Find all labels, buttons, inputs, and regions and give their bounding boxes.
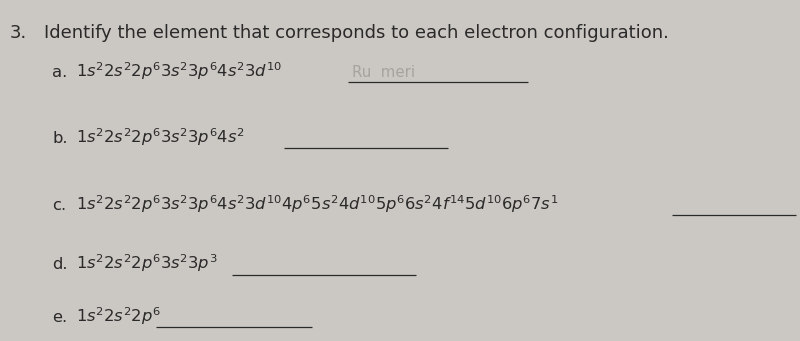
Text: $1s^{2}2s^{2}2p^{6}3s^{2}3p^{6}4s^{2}3d^{10}$: $1s^{2}2s^{2}2p^{6}3s^{2}3p^{6}4s^{2}3d^…	[76, 60, 282, 82]
Text: Ru  meri: Ru meri	[352, 65, 415, 80]
Text: b.: b.	[52, 131, 67, 146]
Text: a.: a.	[52, 65, 67, 80]
Text: Identify the element that corresponds to each electron configuration.: Identify the element that corresponds to…	[44, 24, 669, 42]
Text: 3.: 3.	[10, 24, 27, 42]
Text: c.: c.	[52, 198, 66, 213]
Text: $1s^{2}2s^{2}2p^{6}$: $1s^{2}2s^{2}2p^{6}$	[76, 306, 161, 327]
Text: d.: d.	[52, 257, 67, 272]
Text: $1s^{2}2s^{2}2p^{6}3s^{2}3p^{3}$: $1s^{2}2s^{2}2p^{6}3s^{2}3p^{3}$	[76, 253, 218, 275]
Text: $1s^{2}2s^{2}2p^{6}3s^{2}3p^{6}4s^{2}$: $1s^{2}2s^{2}2p^{6}3s^{2}3p^{6}4s^{2}$	[76, 127, 245, 148]
Text: e.: e.	[52, 310, 67, 325]
Text: $1s^{2}2s^{2}2p^{6}3s^{2}3p^{6}4s^{2}3d^{10}4p^{6}5s^{2}4d^{10}5p^{6}6s^{2}4f^{1: $1s^{2}2s^{2}2p^{6}3s^{2}3p^{6}4s^{2}3d^…	[76, 193, 558, 215]
